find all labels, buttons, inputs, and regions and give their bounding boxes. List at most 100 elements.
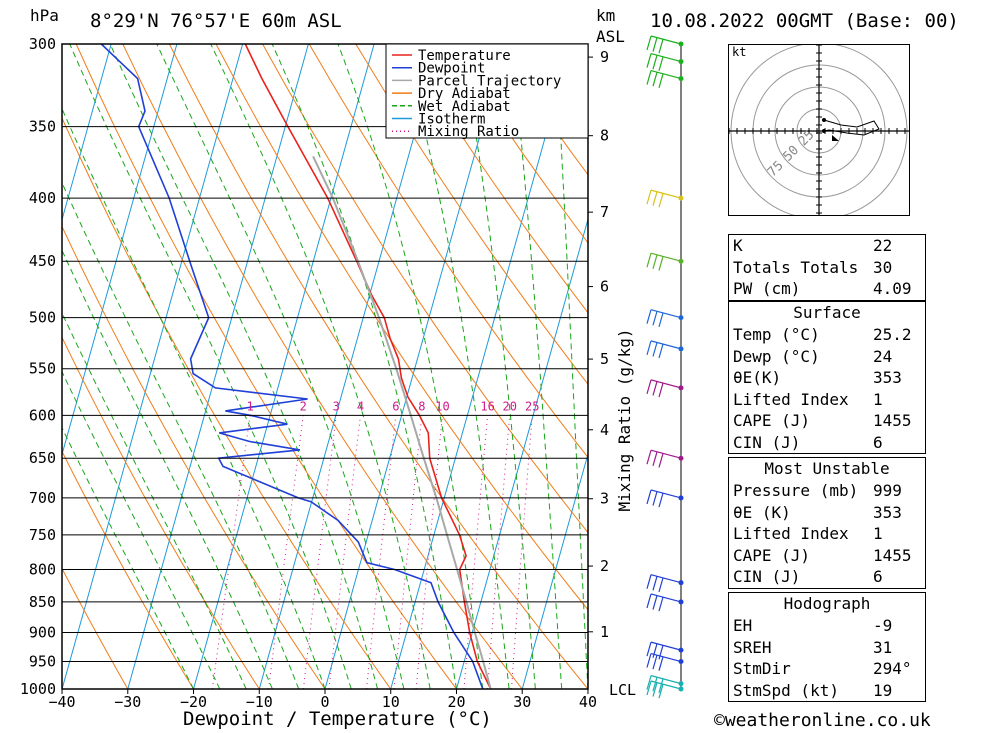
pressure-tick-label: 500 — [29, 309, 56, 327]
pressure-tick-label: 300 — [29, 35, 56, 53]
pressure-tick-label: 550 — [29, 360, 56, 378]
index-row-k: K 22 — [733, 236, 893, 255]
wind-barb-shaft — [650, 69, 682, 80]
wind-barb-feather — [646, 574, 652, 589]
wind-barb-shaft — [650, 252, 682, 262]
temperature-tick-label: 10 — [382, 693, 400, 711]
wind-barb-shaft — [650, 52, 682, 63]
surface-row: Lifted Index 1 — [733, 389, 883, 409]
isotherm-line — [324, 44, 507, 689]
surface-row: Dewp (°C) 24 — [733, 346, 893, 366]
wind-barb-shaft — [650, 189, 682, 199]
km-tick-label: 4 — [600, 421, 609, 439]
dry-adiabat-line — [401, 44, 588, 314]
wind-barb-feather — [652, 682, 658, 697]
mixing-ratio-line — [366, 415, 397, 689]
hodograph-ring-label: 75 — [765, 158, 787, 180]
legend-entry: Parcel Trajectory — [418, 73, 561, 89]
hpa-label: hPa — [30, 6, 59, 25]
legend-entry: Mixing Ratio — [418, 124, 519, 140]
wind-barb-shaft — [650, 379, 682, 389]
wind-barb-shaft — [650, 489, 682, 499]
wind-level-dot — [678, 681, 684, 687]
most-unstable-row: Pressure (mb) 999 — [733, 481, 902, 500]
wind-level-dot — [678, 659, 684, 665]
wet-adiabat-line — [62, 426, 194, 689]
surface-row: CIN (J) 6 — [733, 432, 883, 452]
legend-entry: Dry Adiabat — [418, 86, 511, 102]
wind-level-dot — [678, 455, 684, 461]
km-tick-label: 1 — [600, 623, 609, 641]
pressure-tick-label: 900 — [29, 624, 56, 642]
km-tick-label: 9 — [600, 48, 609, 66]
pressure-tick-label: 700 — [29, 489, 56, 507]
wind-barb-feather — [652, 311, 658, 326]
wind-barb-feather — [658, 193, 664, 208]
wind-barb-feather — [646, 450, 652, 465]
wind-barb-feather — [658, 577, 664, 593]
plot-frame — [61, 43, 589, 690]
surface-row: Temp (°C) 25.2 — [733, 325, 912, 344]
wind-barb-shaft — [650, 574, 682, 584]
hodograph-row: StmDir 294° — [733, 659, 912, 678]
hodograph-row: SREH 31 — [733, 637, 893, 657]
dry-adiabat-line — [915, 44, 1000, 689]
wind-barb-feather — [652, 72, 658, 87]
hodograph-table: Hodograph EH -9 SREH 31 StmDir 294° StmSpd … — [728, 592, 926, 702]
legend-frame — [385, 43, 589, 139]
mixing-ratio-tick-label: 25 — [525, 399, 539, 413]
wind-barb-feather — [658, 656, 664, 671]
location-title: 8°29'N 76°57'E 60m ASL — [90, 10, 342, 32]
wind-barb-shaft — [650, 593, 682, 603]
wet-adiabat-line — [555, 44, 588, 689]
wind-level-dot — [678, 195, 684, 201]
wind-level-dot — [678, 580, 684, 586]
wind-barb-shaft — [650, 641, 682, 651]
wind-barb-feather — [646, 680, 652, 696]
wind-level-dot — [678, 686, 684, 692]
temperature-tick-label: −20 — [180, 693, 207, 711]
asl-label: ASL — [596, 27, 625, 46]
wet-adiabat-line — [210, 44, 431, 689]
wind-barb-feather — [646, 253, 652, 268]
isotherm-line — [62, 44, 178, 457]
wind-barb-feather — [652, 595, 658, 610]
dry-adiabat-line — [168, 44, 588, 689]
hodograph-point — [822, 129, 826, 133]
hodograph-ring-label: 50 — [780, 143, 802, 165]
hodograph-title: Hodograph — [783, 594, 871, 613]
isotherm-line — [455, 217, 588, 689]
isotherm-line — [193, 44, 375, 689]
index-row-totals: Totals Totals 30 — [733, 257, 893, 277]
most-unstable-row: Lifted Index 1 — [733, 524, 883, 543]
indices-table: K 22 Totals Totals 30 PW (cm) 4.09 — [728, 234, 926, 301]
wind-barb-shaft — [650, 675, 682, 685]
legend-entry: Wet Adiabat — [418, 99, 511, 115]
wet-adiabat-line — [62, 311, 247, 689]
hodograph-trace — [823, 119, 880, 136]
dry-adiabat-line — [308, 44, 588, 459]
wind-level-dot — [678, 346, 684, 352]
wind-barb-feather — [658, 343, 664, 359]
mixing-ratio-tick-label: 16 — [480, 399, 494, 413]
dry-adiabat-line — [262, 44, 588, 534]
legend-entry: Temperature — [418, 48, 511, 64]
hodograph-row: EH -9 — [733, 616, 893, 635]
wind-barb-feather — [658, 596, 664, 612]
temperature-tick-label: 0 — [320, 693, 329, 711]
wind-barb-shaft — [650, 35, 682, 45]
temperature-tick-label: −10 — [246, 693, 273, 711]
wind-barb-feather — [652, 451, 658, 466]
wind-level-dot — [678, 59, 684, 65]
most-unstable-table: Most Unstable Pressure (mb) 999 θE (K) 353… — [728, 457, 926, 589]
wind-barb-feather — [652, 342, 658, 357]
wet-adiabat-line — [271, 44, 457, 689]
hodograph-point — [822, 118, 826, 122]
mixing-ratio-tick-label: 20 — [503, 399, 517, 413]
wind-barb-feather — [658, 382, 664, 398]
wind-barb-feather — [646, 379, 652, 395]
wind-barb-feather — [646, 189, 652, 205]
mixing-ratio-tick-label: 6 — [392, 399, 399, 413]
wind-barb-feather — [652, 55, 658, 70]
